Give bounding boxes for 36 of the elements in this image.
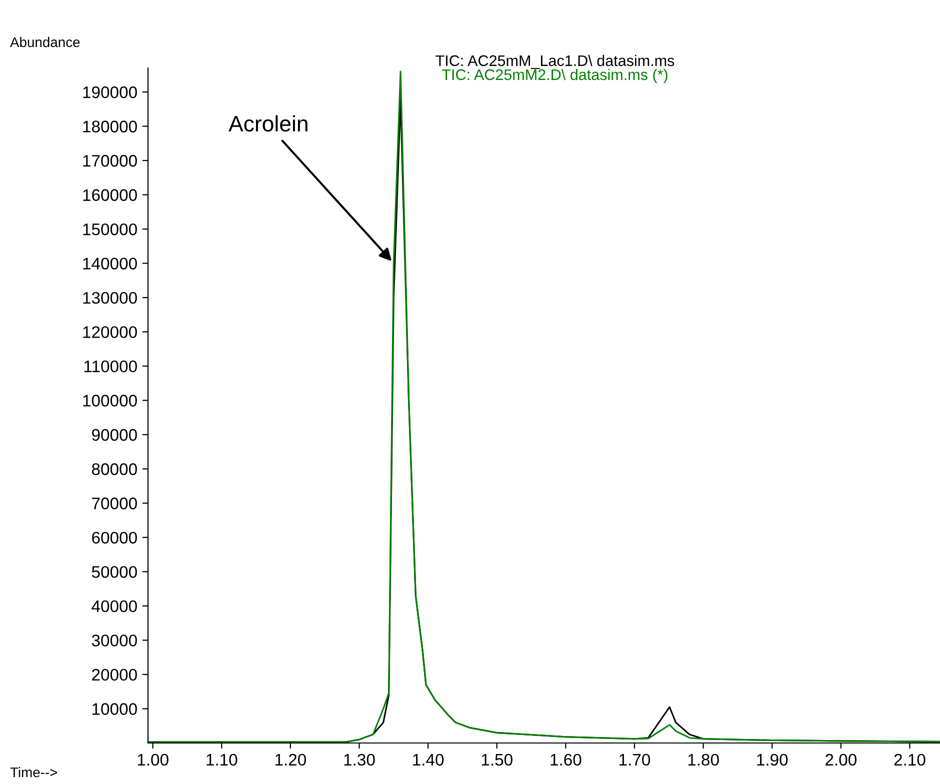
y-tick-label: 100000 <box>83 394 137 407</box>
y-tick-label: 130000 <box>83 292 137 304</box>
y-tick-label: 120000 <box>83 326 137 338</box>
x-axis-title: Time--> <box>10 767 58 778</box>
y-tick-label: 180000 <box>83 120 137 132</box>
y-tick-label: 140000 <box>83 258 137 270</box>
x-tick-label: 1.10 <box>206 754 238 766</box>
y-tick-label: 80000 <box>92 463 137 476</box>
y-tick-label: 10000 <box>92 703 137 715</box>
y-tick-label: 60000 <box>92 532 137 544</box>
annotation: Acrolein <box>228 115 308 132</box>
y-tick-label: 40000 <box>92 600 137 612</box>
x-tick-label: 1.20 <box>275 754 306 766</box>
x-tick-label: 1.40 <box>413 754 444 766</box>
y-axis-title: Abundance <box>10 36 80 48</box>
y-tick-label: 70000 <box>92 498 137 510</box>
y-tick-label: 110000 <box>84 360 137 372</box>
x-tick-label: 1.90 <box>757 754 788 766</box>
text: TIC: AC25mM2.D\ datasim.ms (*) <box>442 68 668 84</box>
y-tick-label: 90000 <box>92 429 137 441</box>
y-tick-label: 160000 <box>83 189 137 201</box>
x-tick-label: 2.00 <box>826 754 856 766</box>
y-tick-label: 30000 <box>92 634 137 646</box>
y-tick-label: 170000 <box>83 154 137 167</box>
y-tick-label: 190000 <box>83 86 137 98</box>
y-tick-label: 20000 <box>92 668 137 681</box>
x-tick-label: 1.70 <box>620 754 650 766</box>
x-tick-label: 1.50 <box>482 754 512 766</box>
text: TIC: AC25mM_Lac1.D\ datasim.ms <box>436 54 674 69</box>
y-tick-label: 150000 <box>83 223 137 236</box>
y-tick-label: 50000 <box>92 566 137 578</box>
x-tick-label: 1.80 <box>688 754 719 766</box>
x-tick-label: 1.60 <box>550 754 582 766</box>
x-tick-label: 1.30 <box>344 754 375 766</box>
x-tick-label: 1.00 <box>138 754 168 766</box>
x-tick-label: 2.10 <box>894 754 926 766</box>
